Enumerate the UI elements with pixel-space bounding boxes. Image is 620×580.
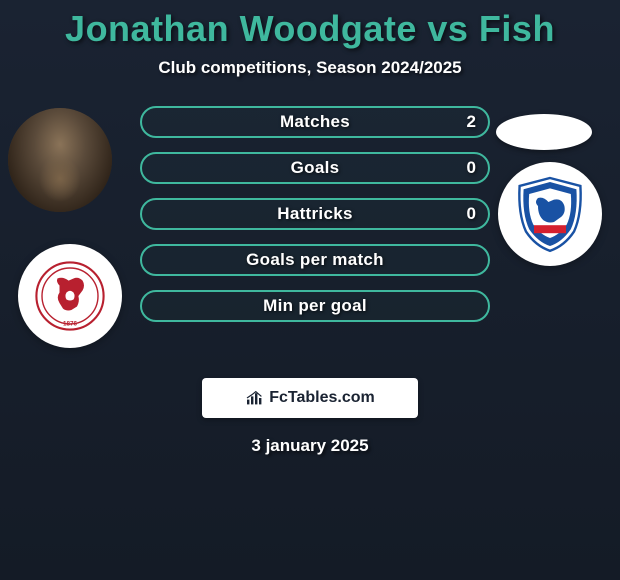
- stat-row-matches: Matches 2: [140, 106, 490, 138]
- stat-label: Goals per match: [246, 250, 384, 270]
- stat-label: Hattricks: [277, 204, 352, 224]
- date-text: 3 january 2025: [0, 436, 620, 456]
- stat-row-goals: Goals 0: [140, 152, 490, 184]
- stat-label: Min per goal: [263, 296, 367, 316]
- player2-photo-placeholder: [496, 114, 592, 150]
- player2-club-badge: [498, 162, 602, 266]
- player1-club-badge: 1876: [18, 244, 122, 348]
- page-title: Jonathan Woodgate vs Fish: [0, 0, 620, 50]
- stat-label: Matches: [280, 112, 350, 132]
- middlesbrough-badge-icon: 1876: [35, 261, 105, 331]
- stat-row-hattricks: Hattricks 0: [140, 198, 490, 230]
- comparison-area: 1876 Matches 2 Goals 0 Hattricks: [0, 108, 620, 368]
- stat-row-min-per-goal: Min per goal: [140, 290, 490, 322]
- stat-value-p1: 0: [467, 158, 476, 178]
- chart-icon: [245, 390, 265, 406]
- svg-text:1876: 1876: [63, 320, 78, 327]
- stat-rows: Matches 2 Goals 0 Hattricks 0 Goals per …: [140, 106, 490, 336]
- subtitle: Club competitions, Season 2024/2025: [0, 58, 620, 78]
- stat-value-p1: 2: [467, 112, 476, 132]
- cardiff-badge-icon: [510, 174, 590, 254]
- attribution-badge: FcTables.com: [202, 378, 418, 418]
- stat-value-p1: 0: [467, 204, 476, 224]
- stat-label: Goals: [291, 158, 340, 178]
- attribution-text: FcTables.com: [269, 389, 375, 407]
- player1-photo: [8, 108, 112, 212]
- stat-row-goals-per-match: Goals per match: [140, 244, 490, 276]
